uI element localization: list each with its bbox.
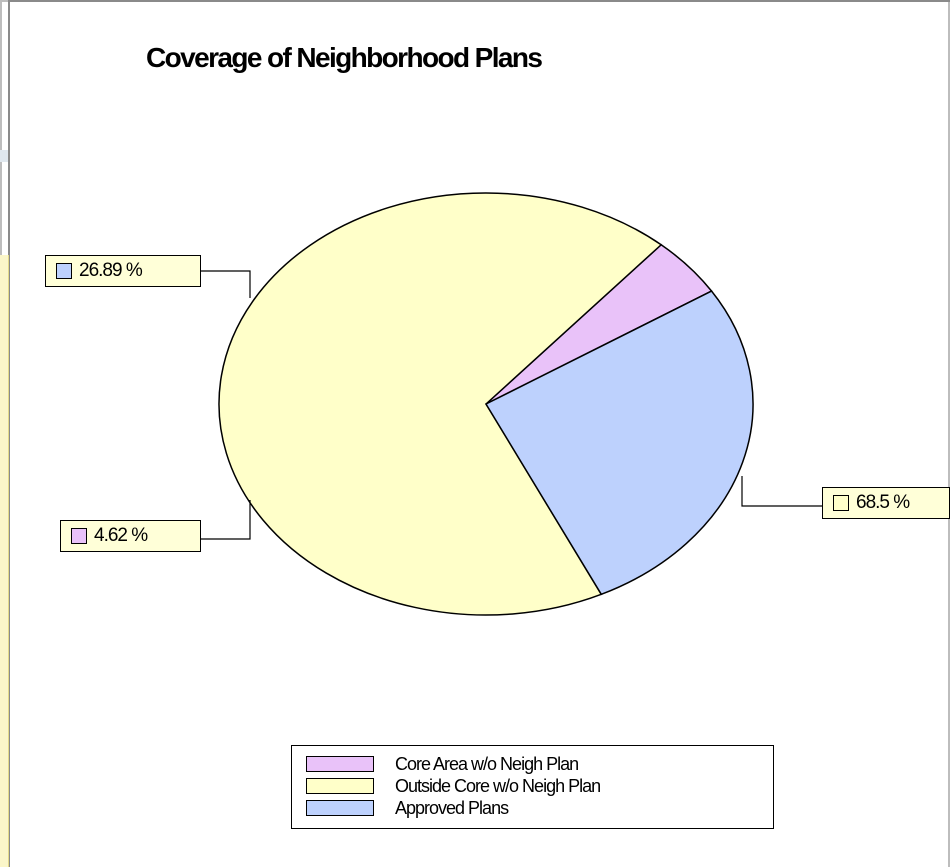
legend-item-outside-core: Outside Core w/o Neigh Plan bbox=[306, 775, 601, 796]
slice-label-text: 4.62 % bbox=[94, 525, 148, 546]
leader-line bbox=[201, 500, 251, 540]
legend-label: Approved Plans bbox=[395, 797, 509, 818]
slice-label-swatch bbox=[71, 528, 87, 544]
legend-item-approved-plans: Approved Plans bbox=[306, 797, 509, 818]
background-strip-top bbox=[0, 150, 8, 162]
background-strip-side bbox=[0, 255, 9, 867]
pie-slice-approved-plans bbox=[484, 290, 754, 596]
chart-border-top bbox=[8, 0, 950, 2]
legend-label: Outside Core w/o Neigh Plan bbox=[395, 775, 601, 796]
slice-label-swatch bbox=[56, 263, 72, 279]
window-border-right bbox=[948, 0, 950, 867]
slice-label-text: 26.89 % bbox=[79, 260, 143, 281]
legend-swatch bbox=[306, 756, 374, 772]
slice-label-outside-core: 68.5 % bbox=[822, 487, 950, 519]
leader-line bbox=[201, 270, 251, 298]
legend-label: Core Area w/o Neigh Plan bbox=[395, 753, 579, 774]
chart-border-left bbox=[8, 0, 10, 867]
slice-label-text: 68.5 % bbox=[856, 492, 910, 513]
slice-label-swatch bbox=[833, 495, 849, 511]
legend-swatch bbox=[306, 800, 374, 816]
slice-label-approved-plans: 26.89 % bbox=[45, 255, 201, 287]
chart-title: Coverage of Neighborhood Plans bbox=[146, 42, 543, 73]
legend-item-core-area: Core Area w/o Neigh Plan bbox=[306, 753, 579, 774]
chart-legend: Core Area w/o Neigh Plan Outside Core w/… bbox=[291, 745, 774, 829]
leader-line bbox=[741, 476, 822, 507]
slice-label-core-area: 4.62 % bbox=[60, 520, 201, 552]
legend-swatch bbox=[306, 778, 374, 794]
pie-slice-outside-core-w-o-neigh-plan bbox=[218, 192, 663, 616]
